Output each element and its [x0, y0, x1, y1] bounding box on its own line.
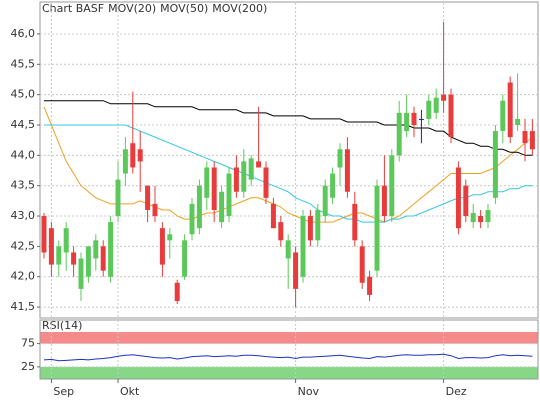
- legend-entry: MOV(20): [108, 2, 156, 15]
- y-tick-label: 46,0: [11, 27, 36, 40]
- candle-body: [211, 167, 217, 210]
- price-panel: [39, 1, 539, 319]
- candle-body: [233, 167, 239, 192]
- candle-body: [426, 100, 432, 119]
- candle-body: [115, 179, 121, 217]
- candle-body: [396, 112, 402, 156]
- candle-body: [108, 222, 114, 277]
- candle-body: [485, 209, 491, 223]
- candle-body: [226, 173, 232, 217]
- candle-body: [418, 118, 424, 120]
- candle-body: [241, 161, 247, 192]
- candle-body: [85, 246, 91, 277]
- candle-body: [448, 94, 454, 138]
- candle-body: [352, 203, 358, 241]
- candle-body: [389, 155, 395, 217]
- x-tick-label: Okt: [120, 385, 140, 398]
- y-tick-label: 42,5: [11, 239, 36, 252]
- candle-body: [137, 149, 143, 162]
- y-tick-label: 45,0: [11, 88, 36, 101]
- candle-body: [330, 173, 336, 198]
- candle-body: [145, 185, 151, 210]
- candle-body: [219, 191, 225, 223]
- candle-body: [56, 246, 62, 265]
- candle-body: [478, 216, 484, 223]
- candle-body: [463, 185, 469, 217]
- candle-body: [337, 149, 343, 168]
- candle-body: [78, 258, 84, 289]
- candle-body: [293, 252, 299, 289]
- candle-body: [278, 222, 284, 241]
- candle-body: [167, 234, 173, 241]
- rsi-band: [40, 366, 538, 379]
- candle-body: [381, 185, 387, 217]
- candle-body: [130, 143, 136, 168]
- candle-body: [455, 167, 461, 229]
- candle-body: [93, 240, 99, 259]
- candle-body: [159, 228, 165, 265]
- x-tick-label: Sep: [53, 385, 74, 398]
- candle-body: [411, 112, 417, 125]
- x-tick-label: Dez: [446, 385, 467, 398]
- candle-body: [507, 82, 513, 138]
- candle-body: [344, 149, 350, 192]
- candle-body: [404, 112, 410, 132]
- y-tick-label: 44,0: [11, 148, 36, 161]
- line-series: [43, 106, 533, 223]
- y-tick-label: 43,0: [11, 209, 36, 222]
- y-tick-label: 41,5: [11, 300, 36, 313]
- candle-body: [71, 252, 77, 265]
- candle-body: [307, 216, 313, 241]
- y-tick-label: 44,5: [11, 118, 36, 131]
- candle-body: [248, 158, 254, 180]
- candle-body: [433, 97, 439, 113]
- rsi-band: [40, 332, 538, 344]
- candle-body: [63, 228, 69, 253]
- candle-body: [315, 209, 321, 241]
- candle-body: [374, 185, 380, 271]
- candle-body: [492, 131, 498, 198]
- line-series: [43, 353, 533, 362]
- candle-body: [196, 185, 202, 229]
- candle-body: [152, 203, 158, 217]
- candle-body: [367, 276, 373, 295]
- candle-body: [100, 246, 106, 271]
- candle-body: [500, 100, 506, 132]
- y-tick-label: 42,0: [11, 270, 36, 283]
- y-tick-label: 45,5: [11, 57, 36, 70]
- candle-body: [41, 216, 47, 253]
- candle-body: [122, 149, 128, 174]
- candle-body: [263, 167, 269, 198]
- candle-body: [522, 131, 528, 144]
- candle-body: [529, 131, 535, 150]
- candle-body: [182, 240, 188, 277]
- candle-body: [515, 118, 521, 125]
- x-tick-label: Nov: [298, 385, 320, 398]
- rsi-title: RSI(14): [42, 319, 82, 332]
- candle-body: [270, 203, 276, 229]
- line-series: [44, 124, 533, 223]
- candle-body: [256, 161, 262, 168]
- candle-body: [359, 246, 365, 283]
- y-tick-label: 25: [21, 360, 35, 373]
- candle-body: [300, 216, 306, 277]
- candle-body: [189, 203, 195, 235]
- y-tick-label: 75: [21, 337, 35, 350]
- candle-body: [48, 228, 54, 265]
- legend-entry: MOV(50): [160, 2, 208, 15]
- candle-body: [285, 240, 291, 259]
- candle-body: [441, 94, 447, 101]
- legend-entry: Chart BASF: [42, 2, 104, 15]
- legend-entry: MOV(200): [212, 2, 267, 15]
- candle-body: [470, 213, 476, 223]
- candle-body: [174, 282, 180, 302]
- candle-body: [204, 167, 210, 198]
- legend: Chart BASF MOV(20) MOV(50) MOV(200): [42, 2, 267, 15]
- y-tick-label: 43,5: [11, 179, 36, 192]
- candle-body: [322, 185, 328, 217]
